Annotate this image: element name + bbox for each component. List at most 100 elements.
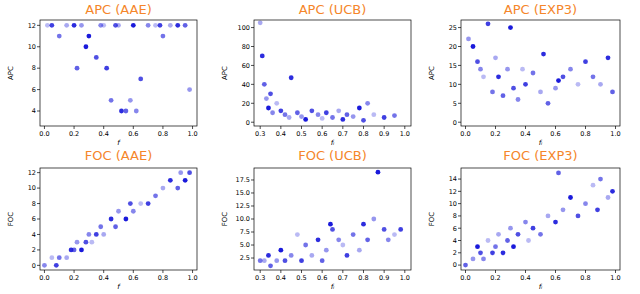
- point: [471, 257, 476, 262]
- x-tick: [74, 270, 75, 273]
- title: APC (UCB): [299, 2, 367, 17]
- y-tick-label: 2: [453, 249, 457, 257]
- point: [538, 90, 543, 95]
- point: [175, 186, 180, 191]
- point: [392, 232, 397, 237]
- point: [610, 189, 615, 194]
- point: [119, 109, 124, 114]
- subplot: FOC (UCB)0.30.40.50.60.70.80.91.02.55.07…: [221, 148, 411, 291]
- point: [598, 177, 603, 182]
- y-tick-label: 0: [453, 119, 457, 127]
- point: [86, 232, 91, 237]
- point: [187, 170, 192, 175]
- x-tick-label: 0.8: [358, 274, 368, 282]
- x-tick: [585, 126, 586, 129]
- point: [382, 227, 387, 232]
- point: [610, 90, 615, 95]
- point: [124, 217, 129, 222]
- y-tick: [37, 89, 40, 90]
- x-tick-label: 0.2: [490, 130, 500, 138]
- y-tick-label: 4: [32, 231, 36, 239]
- point: [138, 201, 143, 206]
- x-tick: [555, 126, 556, 129]
- y-tick-label: 40: [242, 81, 250, 89]
- y-axis-label: APC: [428, 66, 436, 80]
- y-axis-label: APC: [221, 66, 229, 80]
- point: [382, 115, 387, 120]
- point: [101, 232, 106, 237]
- x-axis-label: fᵢ: [539, 283, 543, 291]
- x-tick: [322, 270, 323, 273]
- points: [466, 21, 615, 105]
- point: [340, 117, 345, 122]
- x-tick: [133, 126, 134, 129]
- point: [262, 82, 267, 87]
- point: [183, 23, 188, 28]
- x-tick-label: 0.6: [128, 130, 138, 138]
- x-tick: [384, 270, 385, 273]
- point: [576, 214, 581, 219]
- y-tick-label: 10: [449, 81, 457, 89]
- point: [94, 55, 99, 60]
- x-tick-label: 0.6: [550, 130, 560, 138]
- y-tick: [251, 27, 254, 28]
- y-tick-label: 12.5: [236, 202, 250, 210]
- point: [523, 82, 528, 87]
- x-tick-label: 0.5: [296, 130, 306, 138]
- point: [187, 87, 192, 92]
- x-axis-label: f: [117, 139, 121, 147]
- point: [371, 217, 376, 222]
- y-axis-label: APC: [7, 66, 15, 80]
- x-tick: [162, 126, 163, 129]
- point: [591, 183, 596, 188]
- point: [287, 115, 292, 120]
- y-tick: [251, 103, 254, 104]
- point: [264, 96, 269, 101]
- point: [471, 44, 476, 49]
- point: [64, 23, 69, 28]
- point: [576, 82, 581, 87]
- y-tick-label: 5.0: [240, 241, 250, 249]
- x-tick: [363, 126, 364, 129]
- point: [295, 232, 300, 237]
- point: [168, 178, 173, 183]
- y-tick-label: 12: [28, 169, 36, 177]
- point: [505, 67, 510, 72]
- x-tick-label: 1.0: [610, 130, 620, 138]
- point: [392, 113, 397, 118]
- y-tick-label: 100: [238, 24, 250, 32]
- point: [516, 97, 521, 102]
- point: [168, 23, 173, 28]
- title: FOC (EXP3): [503, 148, 577, 163]
- point: [295, 110, 300, 115]
- y-tick: [37, 219, 40, 220]
- point: [523, 220, 528, 225]
- point: [104, 66, 109, 71]
- y-tick: [251, 245, 254, 246]
- point: [466, 37, 471, 42]
- y-tick-label: 25: [449, 24, 457, 32]
- y-tick: [458, 27, 461, 28]
- point: [556, 171, 561, 176]
- point: [101, 23, 106, 28]
- y-tick: [458, 122, 461, 123]
- y-tick-label: 6: [453, 225, 457, 233]
- y-tick-label: 60: [242, 62, 250, 70]
- point: [538, 232, 543, 237]
- x-tick: [162, 270, 163, 273]
- x-tick: [192, 270, 193, 273]
- point: [606, 55, 611, 60]
- point: [161, 186, 166, 191]
- y-tick-label: 2: [32, 246, 36, 254]
- point: [57, 34, 62, 39]
- y-tick-label: 17.5: [236, 176, 250, 184]
- x-tick-label: 0.3: [255, 274, 265, 282]
- point: [94, 232, 99, 237]
- point: [116, 209, 121, 214]
- y-tick: [458, 203, 461, 204]
- x-tick: [260, 126, 261, 129]
- point: [490, 250, 495, 255]
- x-tick: [280, 126, 281, 129]
- point: [606, 195, 611, 200]
- point: [57, 255, 62, 260]
